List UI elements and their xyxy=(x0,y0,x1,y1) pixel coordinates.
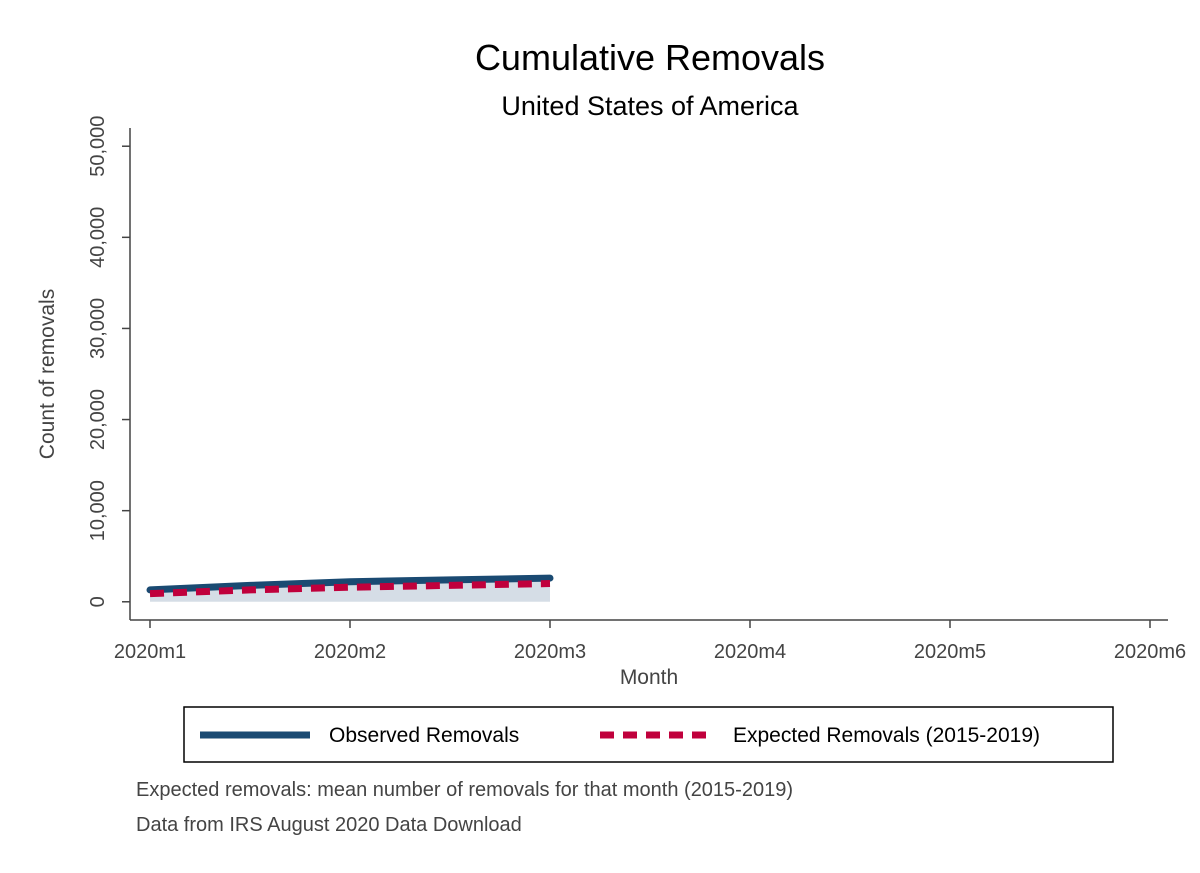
note-data-source: Data from IRS August 2020 Data Download xyxy=(136,814,522,836)
plot-area xyxy=(146,574,554,602)
x-tick-label-2020m3: 2020m3 xyxy=(514,641,586,663)
x-axis-title: Month xyxy=(620,666,678,689)
observed-removals-line xyxy=(146,574,554,594)
x-tick-label-2020m1: 2020m1 xyxy=(114,641,186,663)
note-expected-definition: Expected removals: mean number of remova… xyxy=(136,779,793,801)
legend-label-observed: Observed Removals xyxy=(329,724,519,747)
series-layer xyxy=(146,574,554,598)
legend-label-expected: Expected Removals (2015-2019) xyxy=(733,724,1040,747)
y-axis-ticks: 0 10,000 20,000 30,000 40,000 50,000 xyxy=(87,116,130,607)
x-tick-label-2020m2: 2020m2 xyxy=(314,641,386,663)
x-tick-label-2020m6: 2020m6 xyxy=(1114,641,1186,663)
x-axis-ticks: 2020m1 2020m2 2020m3 2020m4 2020m5 2020m6 xyxy=(114,620,1186,663)
y-tick-label-40000: 40,000 xyxy=(87,207,109,268)
chart-title: Cumulative Removals xyxy=(475,37,825,78)
legend: Observed Removals Expected Removals (201… xyxy=(183,706,1114,763)
y-tick-label-10000: 10,000 xyxy=(87,480,109,541)
y-tick-label-30000: 30,000 xyxy=(87,298,109,359)
expected-removals-line xyxy=(149,580,551,598)
y-tick-label-0: 0 xyxy=(87,596,109,607)
chart-subtitle: United States of America xyxy=(501,91,799,121)
y-axis-title: Count of removals xyxy=(36,289,59,459)
x-tick-label-2020m4: 2020m4 xyxy=(714,641,786,663)
x-tick-label-2020m5: 2020m5 xyxy=(914,641,986,663)
y-tick-label-50000: 50,000 xyxy=(87,116,109,177)
y-tick-label-20000: 20,000 xyxy=(87,389,109,450)
